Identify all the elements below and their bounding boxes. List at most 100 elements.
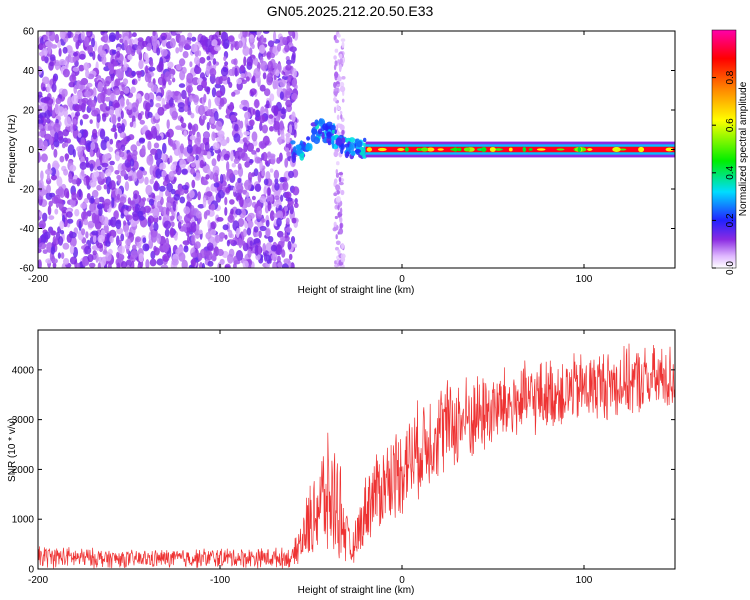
spectrogram-cell (289, 124, 293, 134)
spectrogram-cell (102, 113, 107, 122)
spectrogram-cell (161, 151, 166, 162)
spectrogram-cell (100, 171, 105, 180)
spectrogram-cell (76, 146, 83, 152)
spectrogram-cell (228, 229, 233, 238)
spectrogram-cell (333, 97, 337, 102)
spectrogram-cell (335, 169, 338, 175)
spectrogram-cell (132, 32, 137, 38)
spectrogram-cell (284, 158, 289, 168)
spectrogram-cell (38, 238, 41, 244)
spectrogram-cell (109, 235, 114, 243)
spectrogram-cell (179, 196, 186, 204)
spectrogram-cell (85, 69, 90, 78)
spectrogram-cell (151, 37, 158, 48)
spectrogram-cell (196, 84, 204, 92)
spectrogram-cell (335, 240, 341, 246)
spectrogram-cell (164, 104, 172, 109)
spectrogram-cell (192, 94, 200, 103)
spectrogram-cell (273, 74, 277, 81)
line-blob (457, 147, 462, 152)
spectrogram-cell (349, 142, 355, 151)
spectrogram-cell (341, 242, 345, 250)
spectrogram-cell (219, 98, 225, 107)
line-blob (404, 147, 409, 152)
spectrogram-cell (89, 147, 94, 158)
spectrogram-cell (162, 142, 167, 154)
spectrogram-cell (336, 76, 342, 82)
spectrogram-cell (245, 156, 251, 162)
spectrogram-cell (177, 221, 182, 230)
spectrogram-cell (214, 110, 219, 122)
spectrogram-cell (124, 230, 130, 238)
spectrogram-cell (279, 78, 286, 88)
spectrogram-cell (265, 228, 271, 237)
spectrogram-cell (117, 245, 125, 255)
spectrogram-cell (279, 120, 284, 131)
spectrogram-cell (144, 176, 149, 186)
spectrogram-cell (147, 111, 153, 118)
spectrogram-cell (104, 80, 110, 87)
spectrogram-cell (244, 197, 253, 208)
spectrogram-cell (333, 64, 337, 71)
spectrogram-cell (45, 118, 51, 124)
spectrogram-cell (207, 219, 211, 229)
spectrogram-cell (160, 49, 168, 57)
spectrogram-cell (265, 100, 270, 109)
spectrogram-cell (115, 106, 122, 118)
spectrogram-cell (183, 148, 188, 156)
spectrogram-cell (66, 211, 73, 218)
spectrogram-cell (122, 78, 129, 85)
spectrogram-cell (263, 178, 269, 186)
spectrogram-cell (109, 63, 115, 75)
spectrogram-cell (97, 93, 104, 104)
spectrogram-cell (135, 70, 143, 76)
x-tick-label: -200 (28, 274, 48, 285)
spectrogram-cell (170, 215, 175, 221)
spectrogram-cell (155, 168, 162, 179)
spectrogram-cell (63, 258, 70, 265)
spectrogram-cell (97, 262, 101, 268)
line-blob (587, 148, 593, 151)
spectrogram-cell (171, 110, 178, 121)
spectrogram-cell (211, 255, 217, 262)
y-tick-label: -40 (20, 224, 35, 235)
spectrogram-cell (267, 60, 274, 72)
x-tick-label: 0 (399, 575, 405, 586)
spectrogram-cell (207, 260, 214, 267)
line-blob (481, 147, 487, 152)
spectrogram-cell (43, 231, 51, 240)
spectrogram-cell (290, 236, 296, 244)
spectrogram-cell (120, 97, 125, 107)
spectrogram-cell (178, 83, 186, 88)
spectrogram-cell (211, 39, 218, 47)
spectrogram-cell (53, 122, 61, 133)
spectrogram-cell (89, 163, 94, 172)
spectrogram-cell (59, 155, 65, 163)
spectrogram-cell (210, 229, 217, 236)
spectrogram-cell (132, 121, 137, 129)
line-blob (575, 147, 579, 152)
spectrogram-cell (199, 57, 206, 64)
spectrogram-cell (271, 253, 278, 261)
spectrogram-cell (132, 213, 140, 221)
spectrogram-cell (82, 114, 89, 120)
spectrogram-cell (120, 233, 125, 242)
spectrogram-cell (273, 121, 280, 131)
spectrogram-cell (119, 90, 124, 96)
spectrogram-cell (336, 114, 340, 121)
spectrogram-cell (138, 253, 144, 263)
spectrogram-cell (175, 47, 180, 54)
spectrogram-cell (116, 50, 121, 58)
spectrogram-cell (58, 236, 64, 246)
spectrogram-cell (69, 164, 77, 172)
spectrogram-cell (45, 192, 53, 200)
spectrogram-cell (227, 35, 235, 42)
spectrogram-cell (98, 196, 105, 203)
spectrogram-cell (187, 86, 191, 98)
spectrogram-cell (109, 138, 114, 145)
spectrogram-cell (105, 252, 112, 262)
spectrogram-cell (111, 197, 115, 208)
spectrogram-cell (285, 90, 291, 99)
spectrogram-cell (255, 147, 261, 153)
spectrogram-cell (236, 195, 242, 201)
